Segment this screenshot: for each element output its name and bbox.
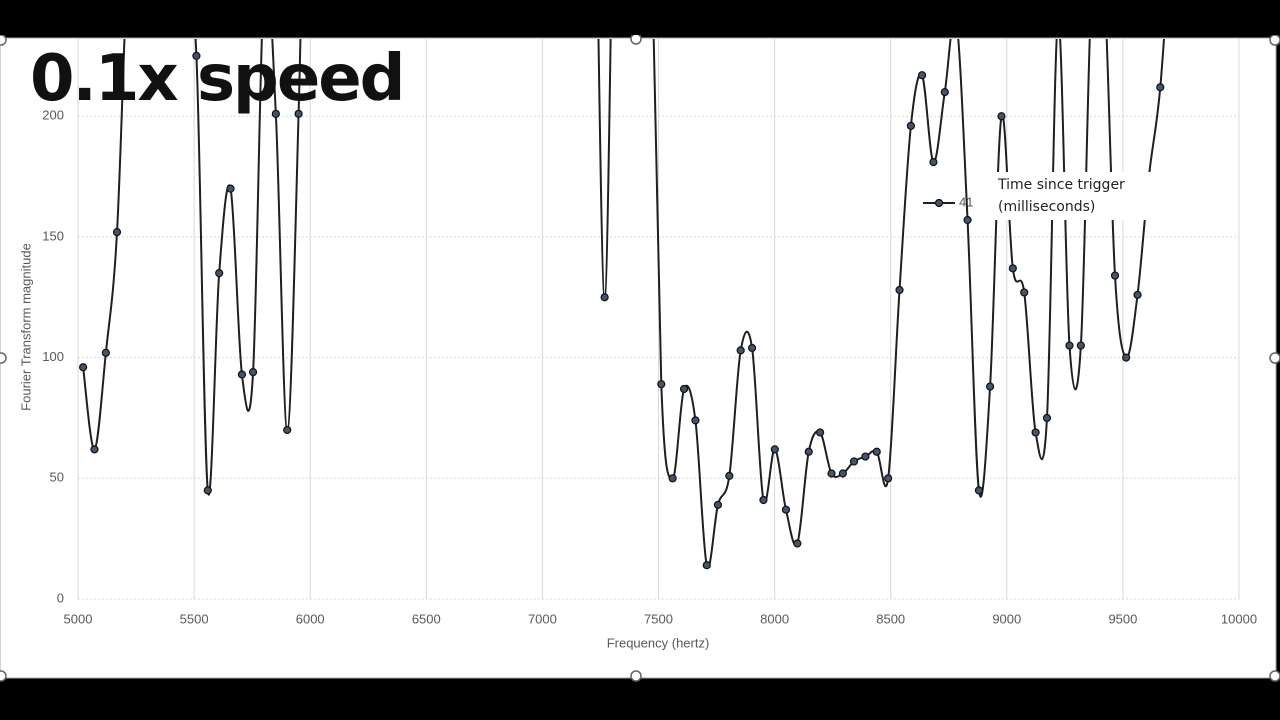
x-axis-label: Frequency (hertz): [607, 635, 710, 650]
point: [849, 457, 859, 466]
x-tick-label: 7000: [528, 611, 557, 626]
legend-marker: [934, 198, 944, 208]
point: [963, 215, 972, 225]
y-tick-label: 50: [50, 470, 64, 485]
handle[interactable]: [1269, 670, 1280, 682]
y-tick-label: 0: [57, 590, 64, 605]
point: [917, 71, 927, 80]
point: [691, 416, 700, 425]
point: [985, 382, 995, 391]
point: [1156, 83, 1165, 92]
point: [725, 471, 734, 480]
point: [1122, 353, 1131, 362]
point: [793, 539, 802, 548]
x-tick-label: 6500: [412, 611, 441, 626]
x-tick-label: 8500: [876, 611, 905, 626]
point: [1042, 413, 1052, 423]
point: [895, 285, 904, 295]
point: [827, 469, 836, 478]
point: [215, 269, 224, 278]
point: [294, 109, 303, 118]
point: [226, 184, 235, 193]
point: [997, 112, 1006, 121]
point: [1020, 288, 1029, 297]
point: [237, 370, 247, 379]
handle[interactable]: [630, 670, 642, 682]
y-tick-label: 200: [42, 108, 64, 123]
point: [1076, 341, 1085, 350]
point: [1110, 271, 1120, 280]
point: [906, 121, 916, 130]
x-tick-label: 5500: [180, 611, 209, 626]
speed-overlay: 0.1x speed: [30, 42, 405, 116]
letterbox-bottom: [0, 682, 1280, 720]
handle[interactable]: [0, 352, 7, 364]
point: [101, 348, 110, 357]
point: [1133, 290, 1142, 299]
point: [940, 88, 949, 97]
point: [770, 445, 779, 454]
point: [872, 447, 881, 456]
point: [248, 368, 258, 377]
point: [838, 469, 847, 478]
point: [192, 51, 201, 60]
y-tick-label: 100: [42, 349, 64, 364]
point: [861, 452, 870, 461]
point: [271, 109, 280, 118]
x-tick-label: 9500: [1108, 611, 1137, 626]
handle[interactable]: [0, 34, 7, 46]
handle[interactable]: [0, 670, 7, 682]
legend-title: Time since trigger (milliseconds): [992, 172, 1154, 220]
point: [702, 561, 711, 570]
x-tick-label: 5000: [64, 611, 93, 626]
handle[interactable]: [1269, 34, 1280, 46]
letterbox-top: [0, 0, 1280, 35]
handle[interactable]: [1269, 352, 1280, 364]
y-tick-label: 150: [42, 228, 64, 243]
point: [679, 384, 689, 394]
point: [112, 228, 122, 237]
point: [657, 380, 666, 389]
point: [1065, 341, 1074, 350]
point: [1008, 264, 1017, 273]
point: [283, 425, 292, 435]
point: [781, 505, 791, 514]
point: [884, 474, 893, 483]
y-axis-label: Fourier Transform magnitude: [18, 243, 33, 411]
point: [600, 293, 609, 302]
point: [668, 474, 677, 483]
point: [1031, 428, 1040, 437]
point: [974, 486, 984, 495]
point: [816, 428, 825, 437]
point: [203, 486, 212, 495]
point: [79, 363, 88, 372]
point: [713, 500, 723, 509]
x-tick-label: 7500: [644, 611, 673, 626]
point: [90, 445, 99, 454]
point: [736, 346, 745, 355]
x-tick-label: 6000: [296, 611, 325, 626]
handle[interactable]: [630, 33, 642, 45]
point: [759, 495, 768, 505]
point: [747, 343, 757, 353]
point: [929, 158, 938, 167]
x-tick-label: 10000: [1221, 611, 1257, 626]
point: [804, 447, 813, 456]
x-tick-label: 9000: [992, 611, 1021, 626]
x-tick-label: 8000: [760, 611, 789, 626]
